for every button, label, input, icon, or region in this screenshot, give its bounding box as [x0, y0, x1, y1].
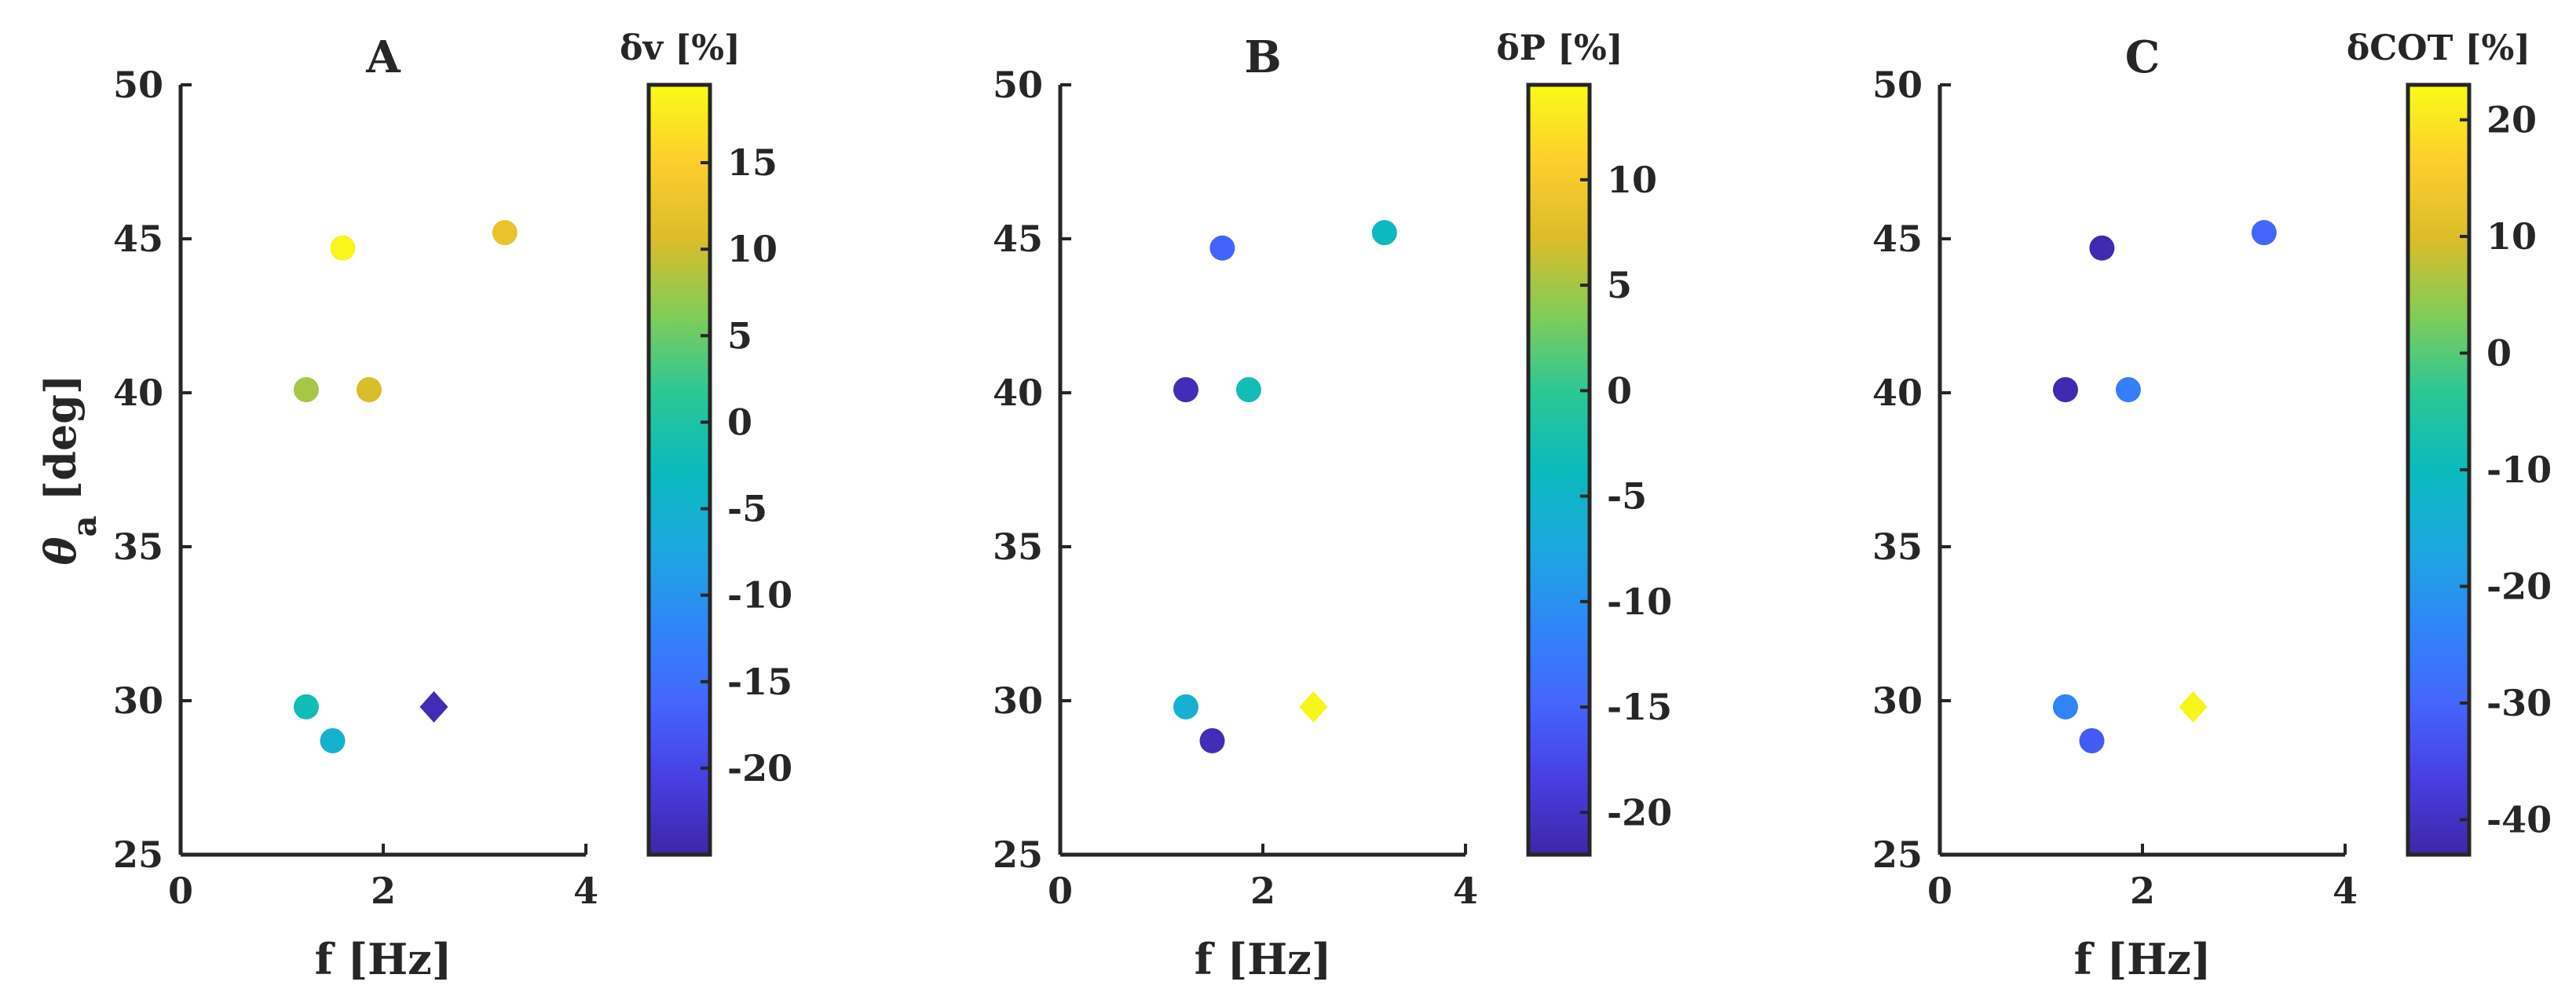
panel-c: 25 30 35 40 45 50 0 2 4 Cf [Hz] -40 -30 -20 -10 0 10 20 δ… — [1872, 28, 2552, 984]
x-tick-label: 2 — [1250, 870, 1275, 912]
colorbar-tick-label: 20 — [2486, 99, 2537, 141]
y-tick-label: 25 — [1872, 833, 1923, 876]
y-tick-label: 30 — [1872, 679, 1923, 722]
y-tick-label: 30 — [993, 679, 1043, 722]
colorbar-tick-label: -20 — [2486, 565, 2552, 607]
data-point — [1173, 377, 1198, 403]
colorbar-tick-label: -10 — [727, 574, 792, 617]
y-tick-label: 25 — [993, 833, 1043, 876]
colorbar — [2406, 82, 2472, 857]
data-point — [2115, 377, 2141, 403]
panel-title: C — [2125, 31, 2161, 83]
y-tick-label: 40 — [1872, 372, 1923, 414]
colorbar — [1526, 82, 1592, 857]
data-point — [293, 694, 319, 720]
data-point — [1173, 694, 1198, 720]
data-point — [1235, 377, 1261, 403]
y-tick-label: 45 — [113, 218, 163, 260]
data-point — [330, 235, 356, 261]
data-point — [293, 377, 319, 403]
colorbar-tick-label: -15 — [727, 661, 792, 703]
colorbar-tick-label: -5 — [727, 488, 767, 530]
colorbar-tick-label: -10 — [1607, 581, 1672, 623]
data-point — [2089, 235, 2115, 261]
colorbar-tick-label: -15 — [1607, 686, 1672, 728]
colorbar-tick-label: 0 — [1607, 369, 1632, 412]
x-tick-label: 0 — [168, 870, 193, 912]
data-point — [320, 727, 346, 753]
y-tick-label: 40 — [993, 372, 1043, 414]
y-tick-label: 50 — [113, 64, 163, 106]
colorbar-title: δP [%] — [1496, 28, 1623, 68]
colorbar-tick-label: -5 — [1607, 475, 1647, 518]
x-axis-title: f [Hz] — [1195, 934, 1332, 984]
panel-title: B — [1244, 31, 1281, 83]
y-tick-label: 25 — [113, 833, 163, 876]
colorbar-tick-label: -20 — [727, 747, 792, 789]
data-point — [2052, 377, 2078, 403]
colorbar-tick-label: -30 — [2486, 682, 2552, 724]
y-tick-label: 35 — [113, 526, 163, 568]
y-tick-label: 45 — [993, 218, 1043, 260]
x-tick-label: 2 — [2130, 870, 2155, 912]
x-axis-title: f [Hz] — [315, 934, 452, 984]
data-point — [356, 377, 382, 403]
y-axis-title: θa [deg] — [35, 374, 104, 565]
data-point-diamond — [419, 690, 448, 723]
data-point — [1199, 727, 1225, 753]
x-tick-label: 4 — [1453, 870, 1478, 912]
y-tick-label: 35 — [993, 526, 1043, 568]
y-tick-label: 45 — [1872, 218, 1923, 260]
colorbar-tick-label: 5 — [1607, 264, 1632, 306]
data-point — [2052, 694, 2078, 720]
colorbar-tick-label: -40 — [2486, 798, 2552, 841]
y-tick-label: 50 — [1872, 64, 1923, 106]
data-point — [1209, 235, 1235, 261]
data-point — [492, 220, 518, 246]
colorbar-tick-label: 0 — [727, 401, 752, 443]
x-tick-label: 2 — [371, 870, 396, 912]
colorbar-title: δCOT [%] — [2347, 28, 2530, 68]
colorbar-tick-label: 0 — [2486, 332, 2512, 375]
colorbar-tick-label: -20 — [1607, 791, 1672, 833]
y-tick-label: 30 — [113, 679, 163, 722]
colorbar — [646, 82, 712, 857]
colorbar-tick-label: 10 — [1607, 159, 1657, 201]
data-point — [2079, 727, 2105, 753]
panel-title: A — [365, 31, 401, 83]
x-axis-title: f [Hz] — [2074, 934, 2212, 984]
y-tick-label: 35 — [1872, 526, 1923, 568]
data-point — [1371, 220, 1397, 246]
y-tick-label: 40 — [113, 372, 163, 414]
data-point-diamond — [2179, 690, 2208, 723]
x-tick-label: 0 — [1048, 870, 1073, 912]
data-point — [2251, 220, 2277, 246]
x-tick-label: 4 — [2333, 870, 2358, 912]
data-point-diamond — [1299, 690, 1328, 723]
colorbar-tick-label: -10 — [2486, 449, 2552, 491]
x-tick-label: 0 — [1927, 870, 1952, 912]
colorbar-tick-label: 10 — [2486, 215, 2537, 258]
y-tick-label: 50 — [993, 64, 1043, 106]
colorbar-tick-label: 10 — [727, 228, 778, 270]
colorbar-tick-label: 5 — [727, 314, 752, 357]
colorbar-tick-label: 15 — [727, 141, 778, 184]
x-tick-label: 4 — [573, 870, 598, 912]
panel-b: 25 30 35 40 45 50 0 2 4 Bf [Hz] -20 -15 -10 -5 0 5 10 δP … — [993, 28, 1672, 984]
colorbar-title: δv [%] — [620, 28, 741, 68]
